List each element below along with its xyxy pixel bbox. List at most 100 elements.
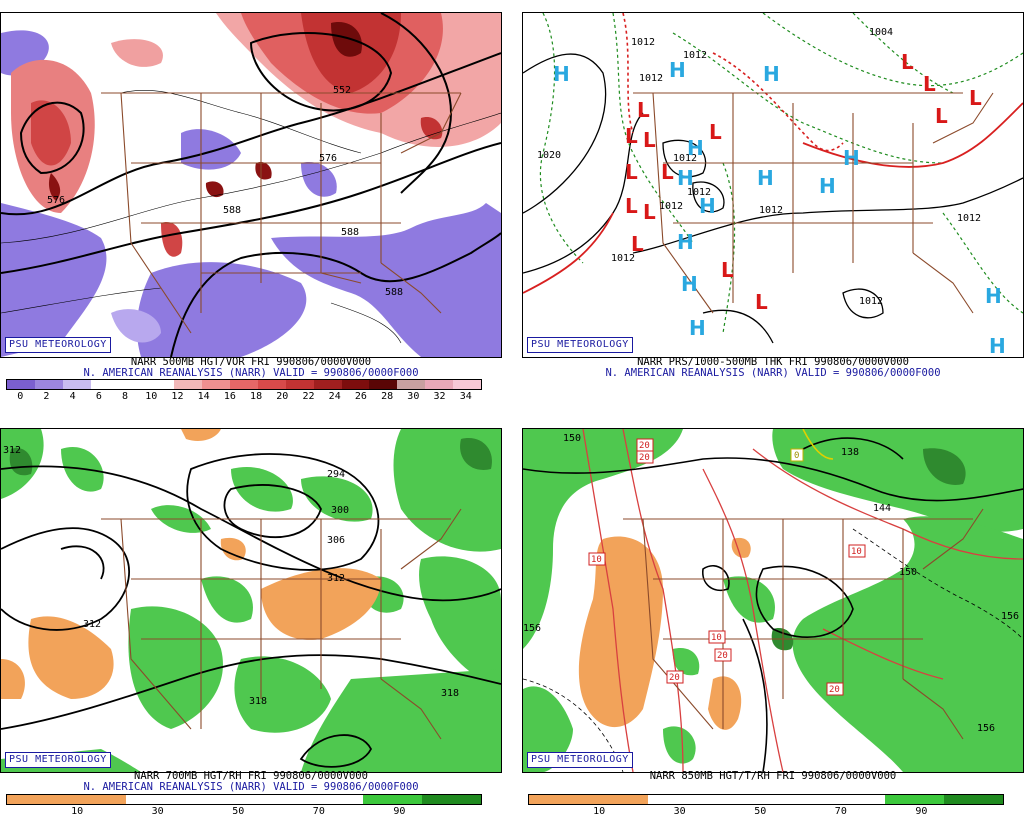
contour-label: 576 bbox=[47, 195, 65, 206]
rh-colorbar bbox=[6, 794, 482, 805]
svg-text:20: 20 bbox=[639, 453, 650, 463]
panel-subcaption: N. AMERICAN REANALYSIS (NARR) VALID = 99… bbox=[83, 367, 419, 379]
contour-label: 588 bbox=[341, 227, 359, 238]
low-pressure-symbol: L bbox=[625, 160, 638, 184]
low-pressure-symbol: L bbox=[661, 160, 674, 184]
colorbar-tick-label: 30 bbox=[407, 391, 420, 402]
colorbar-swatch bbox=[884, 795, 944, 804]
contour-label: 144 bbox=[873, 503, 891, 514]
colorbar-tick-label: 12 bbox=[171, 391, 184, 402]
colorbar-tick-label: 50 bbox=[754, 806, 767, 817]
map-500mb-vorticity: 552 576 588 588 576 588 PSU METEOROLOGY bbox=[0, 12, 502, 358]
isobar-label: 1012 bbox=[683, 50, 707, 61]
colorbar-tick-label: 20 bbox=[276, 391, 289, 402]
colorbar-swatch bbox=[421, 795, 481, 804]
contour-label: 156 bbox=[523, 623, 541, 634]
low-pressure-symbol: L bbox=[643, 200, 656, 224]
high-pressure-symbol: H bbox=[689, 316, 706, 340]
isobar-label: 1012 bbox=[631, 37, 655, 48]
temperature-label: 0 bbox=[790, 448, 804, 462]
colorbar-swatch bbox=[766, 795, 826, 804]
rh-colorbar bbox=[528, 794, 1004, 805]
contour-label: 588 bbox=[385, 287, 403, 298]
t850-field: 150 138 144 150 156 156 156 20 10 10 10 … bbox=[523, 429, 1023, 772]
panel-500mb-vorticity: 552 576 588 588 576 588 PSU METEOROLOGY … bbox=[0, 12, 502, 404]
colorbar-tick-label: 30 bbox=[673, 806, 686, 817]
vorticity-field: 552 576 588 588 576 588 bbox=[1, 13, 501, 357]
colorbar-swatch bbox=[943, 795, 1003, 804]
colorbar-swatch bbox=[453, 380, 481, 389]
colorbar-tick-label: 14 bbox=[197, 391, 210, 402]
low-pressure-symbol: L bbox=[923, 72, 936, 96]
rh-colorbar-ticks: 10 30 50 70 90 bbox=[528, 806, 1002, 818]
low-pressure-symbol: L bbox=[721, 258, 734, 282]
colorbar-tick-label: 26 bbox=[354, 391, 367, 402]
colorbar-tick-label: 16 bbox=[223, 391, 236, 402]
low-pressure-symbol: L bbox=[901, 50, 914, 74]
colorbar-tick-label: 18 bbox=[250, 391, 263, 402]
temperature-label: 20 bbox=[826, 682, 844, 696]
high-pressure-symbol: H bbox=[763, 62, 780, 86]
contour-label: 552 bbox=[333, 85, 351, 96]
low-pressure-symbol: L bbox=[643, 128, 656, 152]
low-pressure-symbol: L bbox=[969, 86, 982, 110]
colorbar-swatch bbox=[202, 380, 230, 389]
temperature-label: 20 bbox=[636, 438, 654, 452]
contour-label: 156 bbox=[977, 723, 995, 734]
colorbar-tick-label: 10 bbox=[593, 806, 606, 817]
temperature-label: 20 bbox=[636, 450, 654, 464]
colorbar-swatch bbox=[66, 795, 126, 804]
temperature-label: 10 bbox=[708, 630, 726, 644]
colorbar-swatch bbox=[369, 380, 398, 389]
contour-label: 576 bbox=[319, 153, 337, 164]
isobar-label: 1012 bbox=[673, 153, 697, 164]
colorbar-swatch bbox=[425, 380, 453, 389]
high-pressure-symbol: H bbox=[819, 174, 836, 198]
contour-label: 588 bbox=[223, 205, 241, 216]
contour-label: 312 bbox=[327, 573, 345, 584]
colorbar-tick-label: 24 bbox=[328, 391, 341, 402]
low-pressure-symbol: L bbox=[625, 124, 638, 148]
svg-text:0: 0 bbox=[794, 451, 799, 461]
pressure-field: 1012 1012 1012 1004 1020 1012 1012 1012 … bbox=[523, 13, 1023, 357]
svg-text:20: 20 bbox=[669, 673, 680, 683]
isobar-label: 1012 bbox=[611, 253, 635, 264]
colorbar-tick-label: 4 bbox=[69, 391, 76, 402]
colorbar-swatch bbox=[62, 380, 91, 389]
contour-label: 318 bbox=[441, 688, 459, 699]
colorbar-swatch bbox=[825, 795, 885, 804]
high-pressure-symbol: H bbox=[553, 62, 570, 86]
psu-meteorology-badge: PSU METEOROLOGY bbox=[5, 337, 111, 353]
panel-caption: NARR 500MB HGT/VOR FRI 990806/0000V000 bbox=[130, 356, 372, 368]
high-pressure-symbol: H bbox=[843, 146, 860, 170]
isobar-label: 1012 bbox=[687, 187, 711, 198]
colorbar-swatch bbox=[257, 380, 286, 389]
low-pressure-symbol: L bbox=[637, 98, 650, 122]
colorbar-tick-label: 10 bbox=[145, 391, 158, 402]
colorbar-swatch bbox=[7, 795, 67, 804]
map-700mb-rh: 312 294 300 306 312 312 318 318 PSU METE… bbox=[0, 428, 502, 773]
colorbar-tick-label: 28 bbox=[381, 391, 394, 402]
colorbar-tick-label: 90 bbox=[393, 806, 406, 817]
isobar-label: 1012 bbox=[759, 205, 783, 216]
colorbar-swatch bbox=[34, 380, 63, 389]
panel-700mb-rh: 312 294 300 306 312 312 318 318 PSU METE… bbox=[0, 428, 502, 819]
colorbar-tick-label: 50 bbox=[232, 806, 245, 817]
temperature-label: 10 bbox=[588, 552, 606, 566]
isobar-label: 1004 bbox=[869, 27, 893, 38]
colorbar-swatch bbox=[341, 380, 370, 389]
high-pressure-symbol: H bbox=[677, 166, 694, 190]
colorbar-swatch bbox=[118, 380, 147, 389]
colorbar-tick-label: 6 bbox=[95, 391, 102, 402]
contour-label: 312 bbox=[83, 619, 101, 630]
colorbar-swatch bbox=[706, 795, 766, 804]
contour-label: 150 bbox=[563, 433, 581, 444]
svg-text:10: 10 bbox=[591, 555, 602, 565]
colorbar-swatch bbox=[303, 795, 363, 804]
psu-meteorology-badge: PSU METEOROLOGY bbox=[5, 752, 111, 768]
colorbar-swatch bbox=[146, 380, 175, 389]
rh-colorbar-ticks: 10 30 50 70 90 bbox=[6, 806, 480, 818]
colorbar-tick-label: 30 bbox=[151, 806, 164, 817]
rh700-field: 312 294 300 306 312 312 318 318 bbox=[1, 429, 501, 772]
panel-caption: NARR PRS/1000-500MB THK FRI 990806/0000V… bbox=[637, 356, 909, 368]
